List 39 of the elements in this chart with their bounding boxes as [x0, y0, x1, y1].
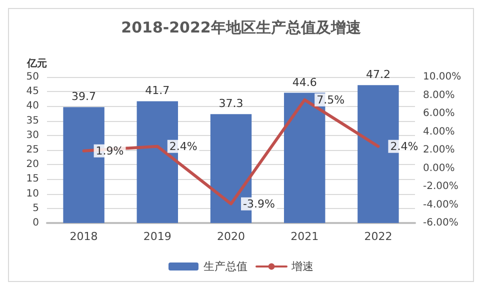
y-tick-label: 20	[26, 159, 39, 170]
x-tick-label: 2019	[143, 230, 172, 243]
data-label: 41.7	[145, 84, 170, 98]
data-label: 7.5%	[316, 93, 345, 106]
data-label: 47.2	[366, 68, 390, 82]
y2-tick-label: -2.00%	[423, 181, 458, 192]
data-label: 2.4%	[169, 140, 198, 153]
y-tick-label: 10	[26, 188, 39, 200]
data-label: 44.6	[292, 76, 317, 89]
y-tick-label: 15	[26, 174, 39, 185]
y2-tick-label: -6.00%	[423, 218, 458, 228]
y-tick-label: 0	[32, 218, 39, 228]
y-axis-title: 亿元	[26, 58, 47, 70]
y2-tick-label: 10.00%	[423, 72, 462, 82]
data-label: 2.4%	[390, 140, 418, 153]
y-tick-label: 5	[32, 202, 39, 214]
y2-tick-label: 8.00%	[423, 90, 455, 101]
x-tick-label: 2018	[70, 230, 98, 243]
y-tick-label: 35	[26, 115, 39, 126]
y2-tick-label: 6.00%	[423, 108, 455, 119]
legend-label: 增速	[290, 260, 314, 273]
y-tick-label: 45	[26, 86, 39, 98]
y2-tick-label: -4.00%	[423, 199, 458, 210]
y2-tick-label: 0.00%	[423, 162, 455, 174]
data-label: 1.9%	[96, 144, 124, 158]
chart-title: 2018-2022年地区生产总值及增速	[121, 18, 362, 36]
y-tick-label: 40	[26, 100, 39, 112]
y2-tick-label: 2.00%	[423, 144, 455, 156]
x-tick-label: 2020	[217, 230, 245, 243]
y-tick-label: 30	[26, 130, 39, 141]
y2-tick-label: 4.00%	[423, 126, 455, 138]
data-label: 37.3	[218, 97, 244, 110]
y-tick-label: 50	[26, 72, 39, 82]
x-tick-label: 2021	[290, 230, 319, 243]
x-tick-label: 2022	[364, 230, 392, 243]
y-tick-label: 25	[26, 144, 39, 156]
legend-label: 生产总值	[204, 260, 248, 273]
data-label: 39.7	[72, 90, 96, 104]
data-label: -3.9%	[243, 197, 275, 210]
